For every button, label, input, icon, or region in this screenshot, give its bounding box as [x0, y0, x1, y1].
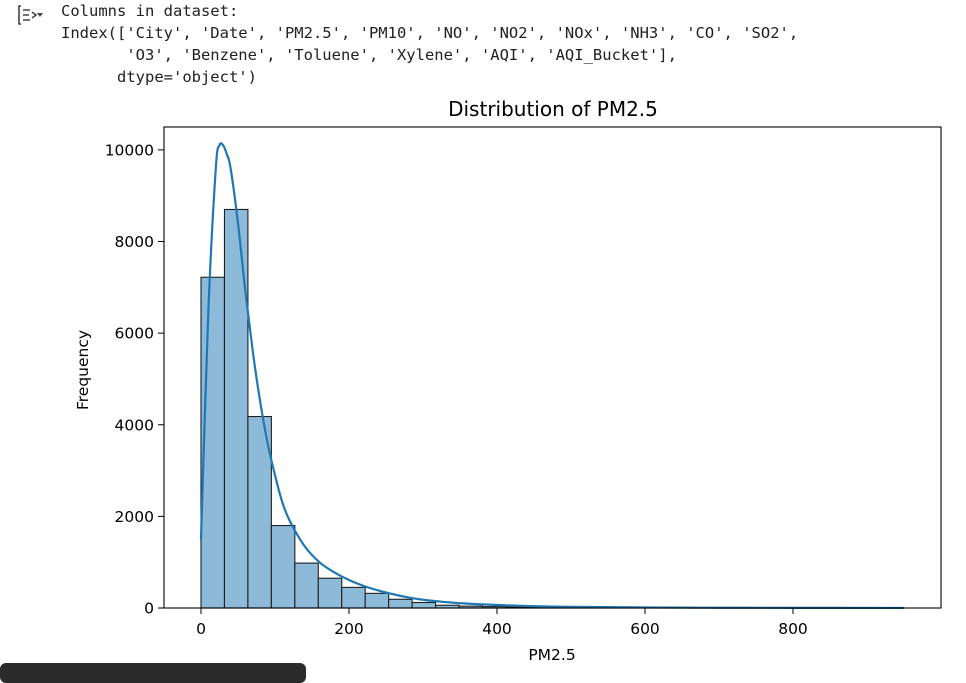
y-tick-label: 8000: [115, 233, 154, 251]
histogram-bar: [412, 603, 435, 608]
histogram-bar: [389, 599, 412, 608]
x-tick-label: 400: [482, 620, 512, 638]
y-tick-label: 10000: [105, 141, 154, 159]
histogram-bar: [295, 563, 318, 608]
y-tick-label: 2000: [115, 508, 154, 526]
y-axis-label: Frequency: [74, 330, 92, 410]
x-axis-label: PM2.5: [528, 646, 575, 664]
chart-title: Distribution of PM2.5: [448, 97, 658, 121]
histogram-bar: [271, 526, 294, 608]
x-tick-label: 800: [778, 620, 808, 638]
y-tick-label: 4000: [115, 416, 154, 434]
histogram-bar: [342, 587, 365, 608]
x-tick-label: 600: [630, 620, 660, 638]
x-axis-ticks: 0 200 400 600 800: [196, 608, 808, 638]
histogram-bar: [365, 593, 388, 608]
x-tick-label: 200: [334, 620, 364, 638]
histogram-bar: [318, 578, 341, 608]
kde-curve: [201, 143, 904, 608]
y-tick-label: 0: [144, 600, 154, 618]
status-bar: [0, 663, 306, 683]
histogram-bar: [224, 209, 247, 608]
x-tick-label: 0: [196, 620, 206, 638]
y-tick-label: 6000: [115, 325, 154, 343]
y-axis-ticks: 0 2000 4000 6000 8000 10000: [105, 141, 164, 617]
